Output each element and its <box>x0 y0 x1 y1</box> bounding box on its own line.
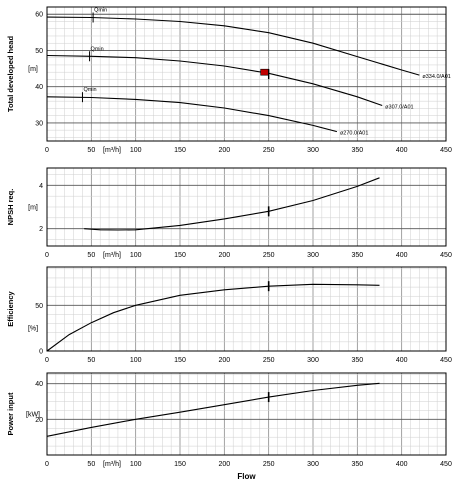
x-tick-label: 450 <box>440 461 452 468</box>
x-tick-label: 200 <box>218 252 230 259</box>
x-tick-label: 0 <box>45 461 49 468</box>
x-axis-label: Flow <box>237 472 256 481</box>
plot-frame <box>46 266 447 352</box>
curve-line <box>46 16 420 76</box>
y-unit-label: [%] <box>28 326 38 333</box>
y-tick-label: 50 <box>35 48 43 55</box>
plot-frame <box>46 167 447 247</box>
x-tick-label: 400 <box>396 147 408 154</box>
x-tick-label: 400 <box>396 461 408 468</box>
x-tick-label: 100 <box>130 252 142 259</box>
x-tick-label: 250 <box>263 252 275 259</box>
chart-panel-1: 30 40 50 60 0 50 100 150 200 250 300 350 400 450 [m³/h… <box>6 6 452 154</box>
x-tick-label: 400 <box>396 357 408 364</box>
x-tick-label: 100 <box>130 461 142 468</box>
x-tick-label: 200 <box>218 357 230 364</box>
qmin-label: Qmin <box>94 8 107 14</box>
curve-line <box>84 177 380 231</box>
x-tick-label: 450 <box>440 252 452 259</box>
y-tick-label: 0 <box>39 349 43 356</box>
y-unit-label: [kW] <box>26 412 40 419</box>
x-tick-label: 50 <box>87 357 95 364</box>
curve-name-label: ø307.0/A01 <box>385 105 413 111</box>
y-unit-label: [m] <box>28 66 38 73</box>
x-tick-label: 250 <box>263 461 275 468</box>
y-tick-label: 2 <box>39 226 43 233</box>
curve-line <box>46 382 380 437</box>
x-tick-label: 0 <box>45 357 49 364</box>
x-tick-label: 50 <box>87 147 95 154</box>
y-tick-label: 60 <box>35 12 43 19</box>
x-tick-label: 150 <box>174 252 186 259</box>
x-tick-label: 50 <box>87 461 95 468</box>
x-unit-label: [m³/h] <box>103 461 121 468</box>
x-tick-label: 250 <box>263 147 275 154</box>
chart-panel-2: 2 4 0 50 100 150 200 250 300 350 400 450 [m³/h] NPSH … <box>6 167 452 259</box>
qmin-label: Qmin <box>91 46 104 52</box>
x-tick-label: 450 <box>440 147 452 154</box>
x-tick-label: 150 <box>174 357 186 364</box>
curve-line <box>46 54 383 107</box>
x-tick-label: 300 <box>307 252 319 259</box>
x-unit-label: [m³/h] <box>103 147 121 154</box>
plot-frame <box>46 372 447 456</box>
y-tick-label: 20 <box>35 417 43 424</box>
plot-frame <box>46 6 447 142</box>
y-axis-label: NPSH req. <box>6 189 15 226</box>
x-tick-label: 300 <box>307 147 319 154</box>
x-tick-label: 100 <box>130 147 142 154</box>
x-tick-label: 450 <box>440 357 452 364</box>
x-unit-label: [m³/h] <box>103 252 121 259</box>
chart-panel-3: 0 50 0 50 100 150 200 250 300 350 400 450 Efficiency… <box>6 266 452 364</box>
y-tick-label: 50 <box>35 303 43 310</box>
y-axis-label: Total developed head <box>6 36 15 113</box>
y-unit-label: [m] <box>28 205 38 212</box>
x-tick-label: 250 <box>263 357 275 364</box>
curve-name-label: ø334.0/A01 <box>422 74 450 80</box>
x-tick-label: 0 <box>45 147 49 154</box>
curve-line <box>46 283 380 352</box>
x-tick-label: 300 <box>307 357 319 364</box>
y-tick-label: 40 <box>35 84 43 91</box>
x-tick-label: 400 <box>396 252 408 259</box>
curve-name-label: ø270.0/A01 <box>340 131 368 137</box>
y-tick-label: 4 <box>39 183 43 190</box>
qmin-label: Qmin <box>83 87 96 93</box>
x-tick-label: 200 <box>218 461 230 468</box>
x-tick-label: 100 <box>130 357 142 364</box>
y-tick-label: 40 <box>35 381 43 388</box>
x-tick-label: 350 <box>351 357 363 364</box>
x-tick-label: 350 <box>351 252 363 259</box>
x-tick-label: 200 <box>218 147 230 154</box>
x-tick-label: 350 <box>351 147 363 154</box>
curve-line <box>46 96 338 133</box>
y-axis-label: Power input <box>6 392 15 435</box>
x-tick-label: 150 <box>174 147 186 154</box>
x-tick-label: 350 <box>351 461 363 468</box>
y-axis-label: Efficiency <box>6 290 15 326</box>
x-tick-label: 0 <box>45 252 49 259</box>
duty-point-marker <box>260 68 269 76</box>
x-tick-label: 150 <box>174 461 186 468</box>
y-tick-label: 30 <box>35 120 43 127</box>
x-tick-label: 50 <box>87 252 95 259</box>
x-tick-label: 300 <box>307 461 319 468</box>
